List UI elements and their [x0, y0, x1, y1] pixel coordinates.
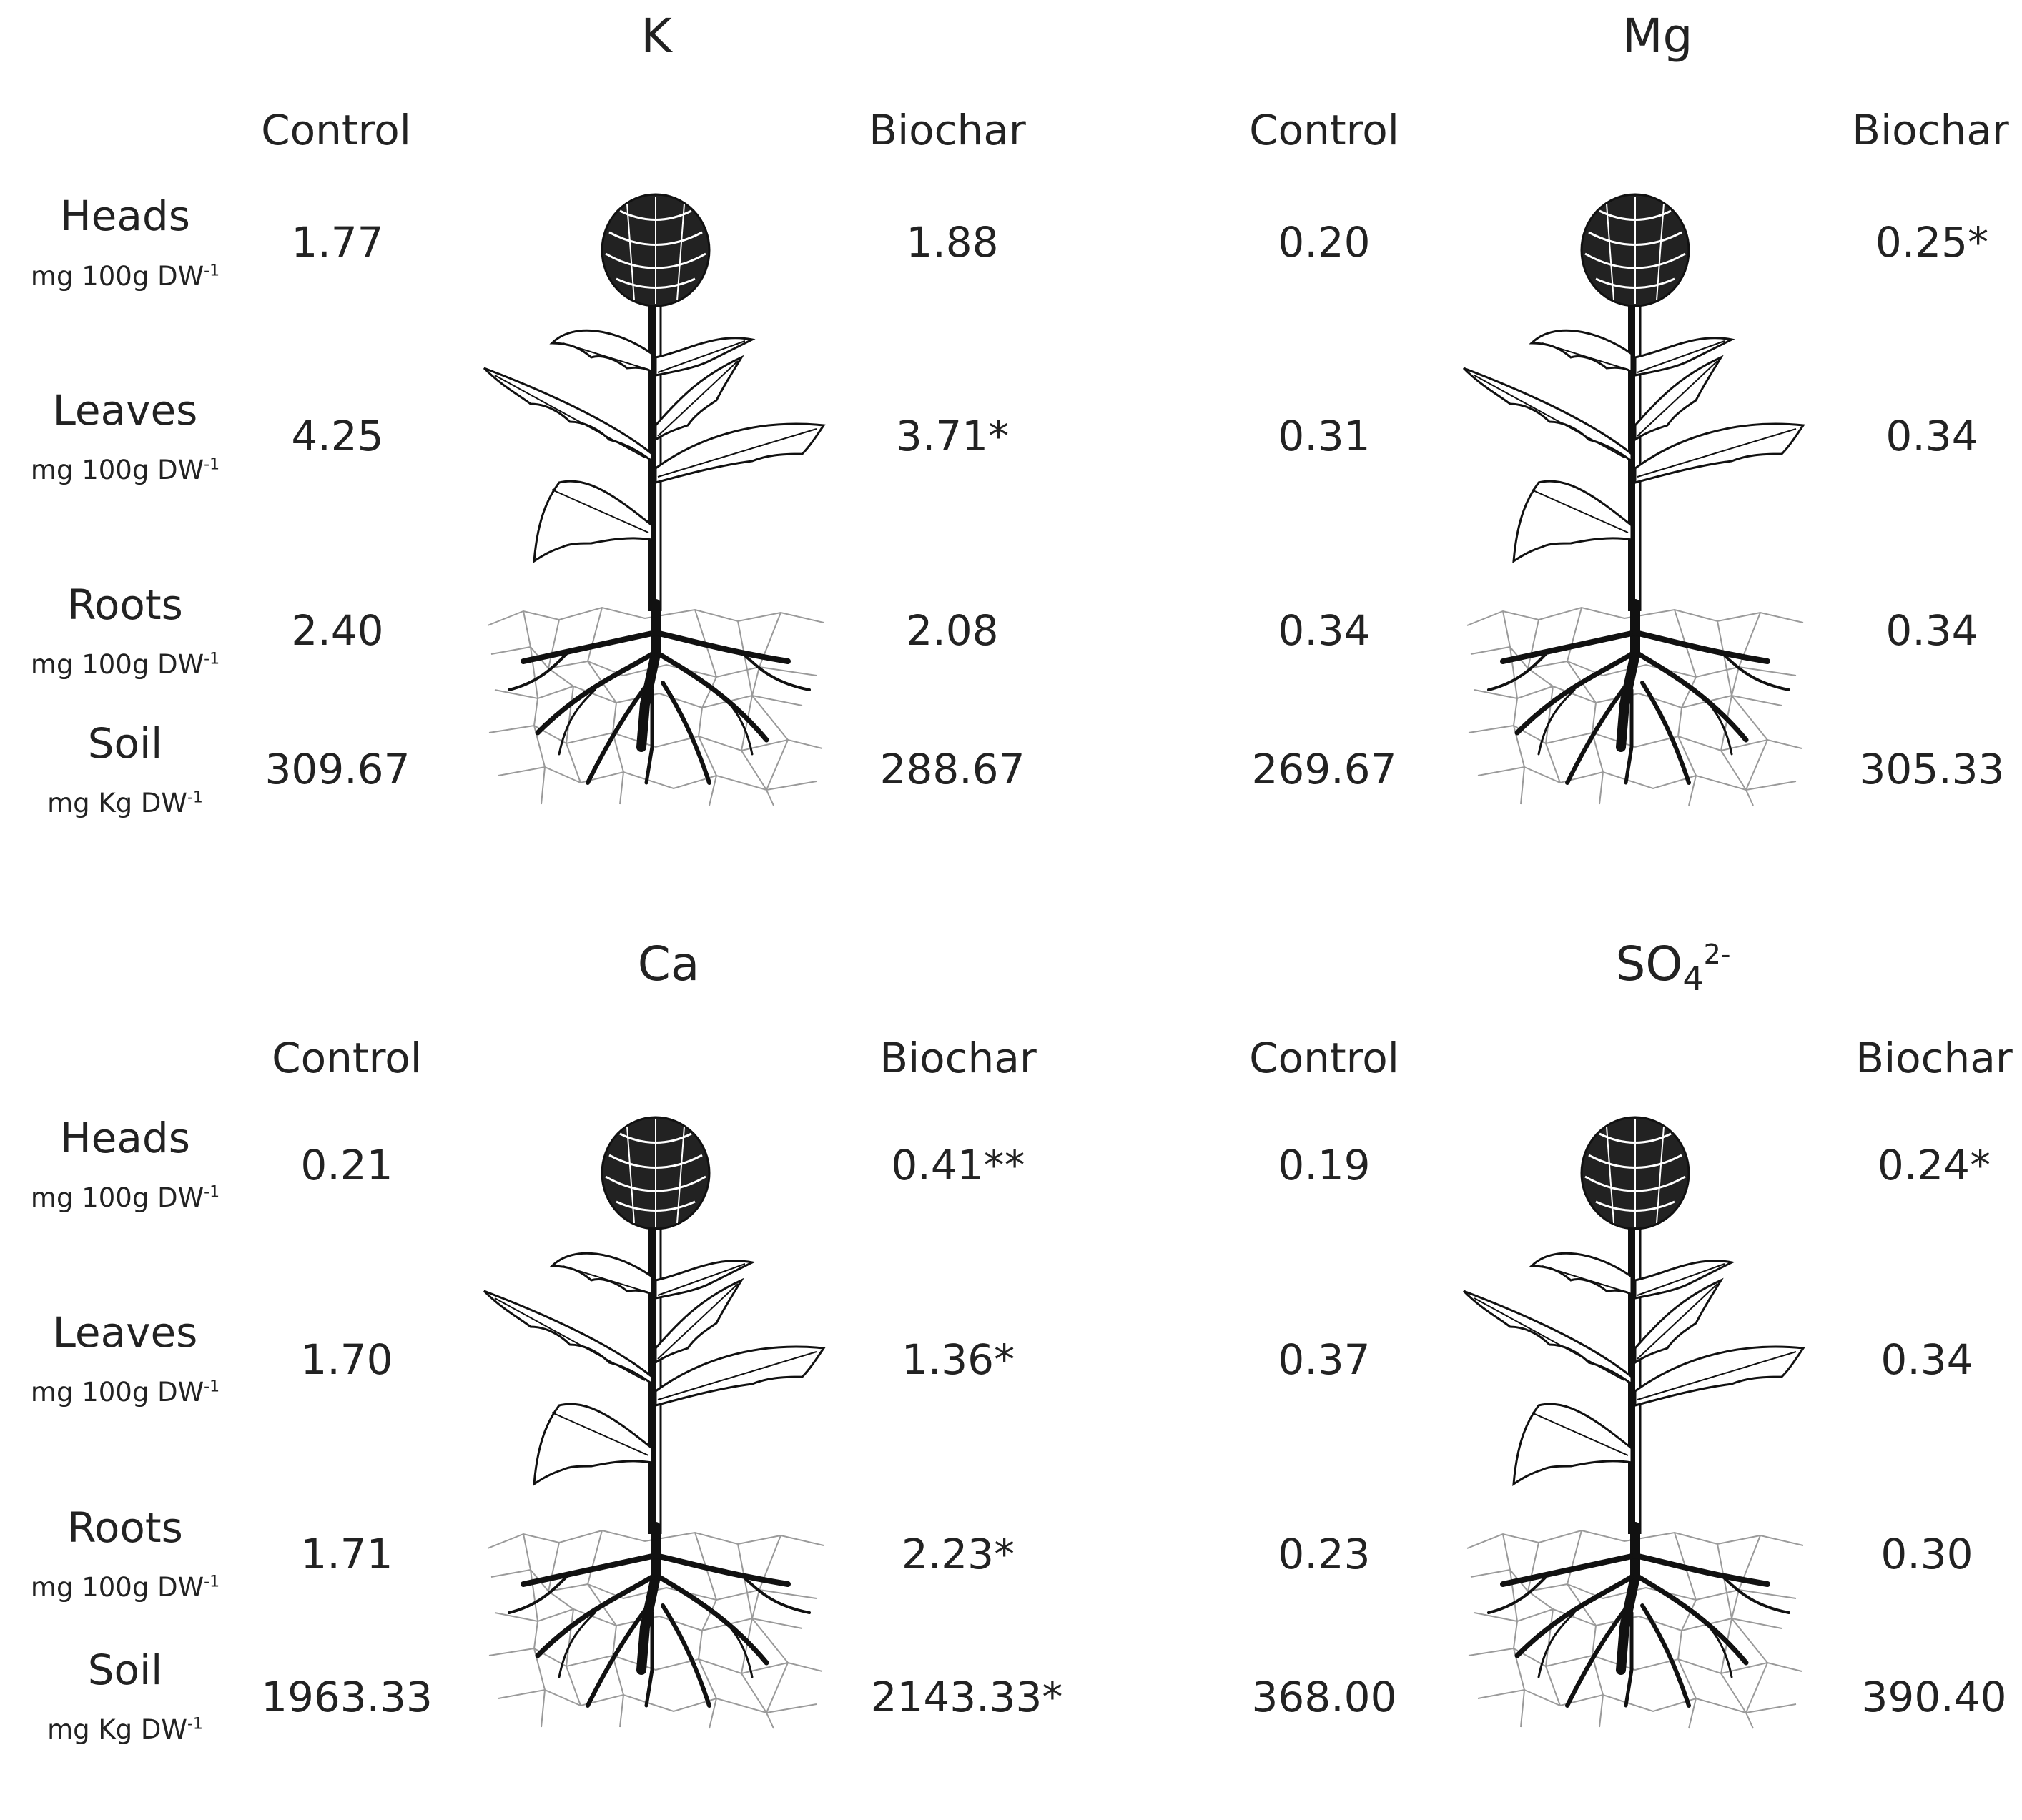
so4-biochar-leaves: 0.34: [1880, 1335, 1973, 1384]
k-biochar-heads: 1.88: [906, 218, 999, 267]
artichoke-plant-icon: [480, 1112, 831, 1734]
unit-heads: mg 100g DW-1: [30, 261, 220, 292]
so4-control-roots: 0.23: [1278, 1530, 1371, 1578]
panel-title-mg: Mg: [1622, 9, 1693, 64]
so4-biochar-header: Biochar: [1855, 1034, 2013, 1082]
unit-leaves: mg 100g DW-1: [30, 1377, 220, 1408]
k-biochar-leaves: 3.71*: [895, 412, 1010, 460]
row-label-leaves: Leaves: [52, 1308, 198, 1357]
ca-biochar-soil: 2143.33*: [870, 1673, 1063, 1721]
plant-illustration-ca: [480, 1112, 831, 1734]
k-control-header: Control: [261, 106, 411, 154]
k-biochar-roots: 2.08: [906, 606, 999, 655]
ca-biochar-heads: 0.41**: [891, 1141, 1025, 1190]
unit-leaves: mg 100g DW-1: [30, 455, 220, 485]
k-biochar-header: Biochar: [869, 106, 1026, 154]
panel-title-ca: Ca: [637, 936, 700, 991]
ca-control-leaves: 1.70: [300, 1335, 393, 1384]
panel-title-so4: SO42-: [1615, 936, 1731, 999]
so4-control-header: Control: [1249, 1034, 1399, 1082]
so4-control-soil: 368.00: [1251, 1673, 1397, 1721]
k-biochar-soil: 288.67: [879, 745, 1025, 793]
row-label-roots: Roots: [67, 580, 183, 629]
ca-control-soil: 1963.33: [261, 1673, 433, 1721]
ca-control-heads: 0.21: [300, 1141, 393, 1190]
so4-control-heads: 0.19: [1278, 1141, 1371, 1190]
k-control-leaves: 4.25: [291, 412, 384, 460]
mg-control-leaves: 0.31: [1278, 412, 1371, 460]
unit-roots: mg 100g DW-1: [30, 649, 220, 680]
ca-biochar-header: Biochar: [879, 1034, 1037, 1082]
mg-biochar-heads: 0.25*: [1875, 218, 1989, 267]
so4-control-leaves: 0.37: [1278, 1335, 1371, 1384]
k-control-soil: 309.67: [265, 745, 410, 793]
row-label-heads: Heads: [60, 1114, 190, 1162]
so4-biochar-soil: 390.40: [1861, 1673, 2007, 1721]
plant-illustration-mg: [1460, 189, 1810, 811]
mg-control-roots: 0.34: [1278, 606, 1371, 655]
plant-illustration-so4: [1460, 1112, 1810, 1734]
artichoke-plant-icon: [1460, 189, 1810, 811]
k-control-roots: 2.40: [291, 606, 384, 655]
ca-control-header: Control: [272, 1034, 422, 1082]
mg-control-heads: 0.20: [1278, 218, 1371, 267]
panel-top: K Mg Control Biochar Control Biochar Hea…: [0, 0, 2022, 892]
k-control-heads: 1.77: [291, 218, 384, 267]
row-label-soil: Soil: [87, 1646, 163, 1694]
mg-biochar-roots: 0.34: [1885, 606, 1978, 655]
mg-biochar-soil: 305.33: [1859, 745, 2005, 793]
so4-biochar-roots: 0.30: [1880, 1530, 1973, 1578]
unit-soil: mg Kg DW-1: [47, 788, 203, 818]
mg-biochar-header: Biochar: [1852, 106, 2009, 154]
ca-biochar-leaves: 1.36*: [901, 1335, 1015, 1384]
unit-soil: mg Kg DW-1: [47, 1714, 203, 1745]
plant-illustration-k: [480, 189, 831, 811]
row-label-leaves: Leaves: [52, 386, 198, 435]
panel-bottom: Ca SO42- Control Biochar Control Biochar…: [0, 928, 2022, 1820]
panel-title-k: K: [641, 9, 672, 64]
mg-control-header: Control: [1249, 106, 1399, 154]
mg-control-soil: 269.67: [1251, 745, 1397, 793]
row-label-heads: Heads: [60, 192, 190, 240]
row-label-roots: Roots: [67, 1503, 183, 1552]
artichoke-plant-icon: [480, 189, 831, 811]
unit-heads: mg 100g DW-1: [30, 1182, 220, 1213]
unit-roots: mg 100g DW-1: [30, 1572, 220, 1603]
row-label-soil: Soil: [87, 719, 163, 768]
ca-biochar-roots: 2.23*: [901, 1530, 1015, 1578]
so4-biochar-heads: 0.24*: [1877, 1141, 1991, 1190]
ca-control-roots: 1.71: [300, 1530, 393, 1578]
artichoke-plant-icon: [1460, 1112, 1810, 1734]
mg-biochar-leaves: 0.34: [1885, 412, 1978, 460]
